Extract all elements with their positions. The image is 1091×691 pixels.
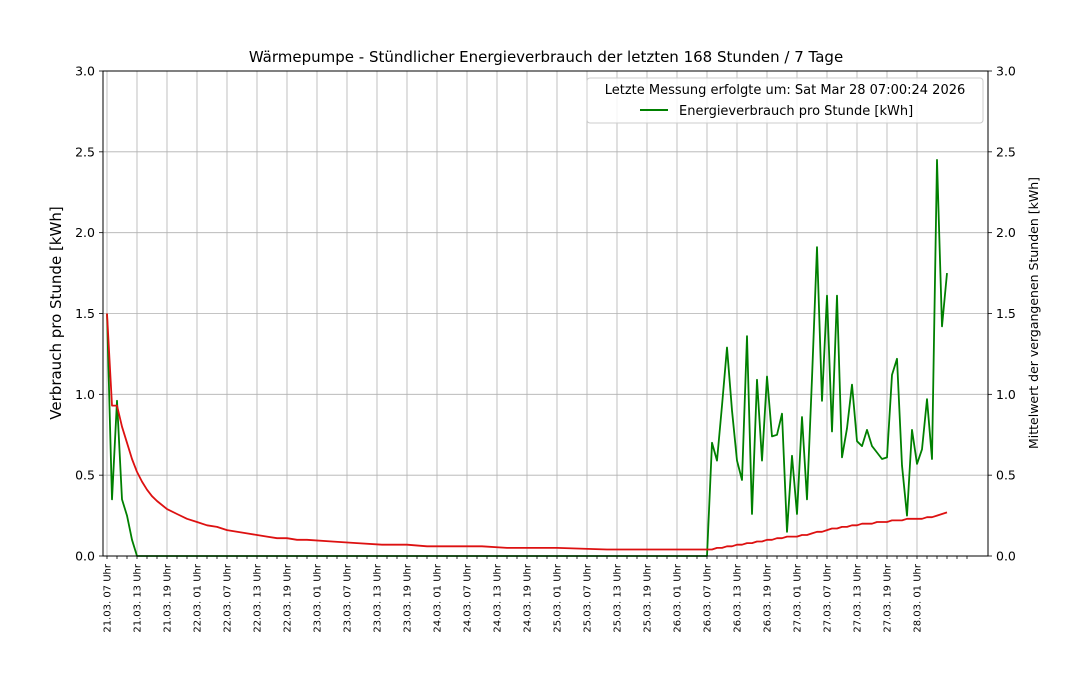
x-tick-label: 23.03. 07 Uhr [343,563,354,633]
x-tick-label: 24.03. 19 Uhr [523,563,534,633]
y-tick-label: 1.5 [75,306,95,321]
x-tick-label: 26.03. 07 Uhr [703,563,714,633]
legend-label-consumption: Energieverbrauch pro Stunde [kWh] [679,104,913,119]
x-tick-label: 24.03. 01 Uhr [433,563,444,633]
x-tick-label: 27.03. 01 Uhr [793,563,804,633]
x-tick-label: 28.03. 01 Uhr [913,563,924,633]
x-tick-label: 22.03. 13 Uhr [253,563,264,633]
x-tick-label: 22.03. 07 Uhr [223,563,234,633]
x-tick-label: 24.03. 07 Uhr [463,563,474,633]
x-tick-label: 21.03. 07 Uhr [103,563,114,633]
x-tick-label: 27.03. 13 Uhr [853,563,864,633]
series-line-mean [106,313,948,551]
x-tick-label: 23.03. 01 Uhr [313,563,324,633]
series-layer [106,159,948,557]
y-tick-label: 0.0 [75,549,95,564]
y-tick-label-right: 3.0 [996,64,1016,79]
y-tick-label: 1.0 [75,387,95,402]
x-tick-label: 21.03. 13 Uhr [133,563,144,633]
x-tick-label: 23.03. 19 Uhr [403,563,414,633]
x-tick-label: 22.03. 01 Uhr [193,563,204,633]
y-tick-label-right: 1.5 [996,306,1016,321]
x-tick-label: 26.03. 01 Uhr [673,563,684,633]
legend-note: Letzte Messung erfolgte um: Sat Mar 28 0… [605,83,966,98]
x-tick-label: 25.03. 07 Uhr [583,563,594,633]
x-tick-label: 26.03. 19 Uhr [763,563,774,633]
y-tick-label-right: 1.0 [996,387,1016,402]
legend-box [586,77,984,124]
x-tick-label: 27.03. 07 Uhr [823,563,834,633]
y-tick-label: 2.0 [75,225,95,240]
y-tick-label: 3.0 [75,64,95,79]
y-tick-label-right: 2.0 [996,225,1016,240]
chart-title: Wärmepumpe - Stündlicher Energieverbrauc… [249,48,843,66]
y-tick-label: 2.5 [75,144,95,159]
y-tick-label: 0.5 [75,468,95,483]
x-tick-label: 24.03. 13 Uhr [493,563,504,633]
x-tick-label: 27.03. 19 Uhr [883,563,894,633]
x-tick-label: 25.03. 01 Uhr [553,563,564,633]
y-tick-label-right: 0.0 [996,549,1016,564]
y-axis-label-right: Mittelwert der vergangenen Stunden [kWh] [1026,177,1041,449]
y-tick-label-right: 2.5 [996,144,1016,159]
y-tick-label-right: 0.5 [996,468,1016,483]
axes: 21.03. 07 Uhr 21.03. 13 Uhr 21.03. 19 Uhr 2… [75,64,1016,633]
x-tick-label: 26.03. 13 Uhr [733,563,744,633]
x-tick-label: 25.03. 13 Uhr [613,563,624,633]
x-tick-label: 21.03. 19 Uhr [163,563,174,633]
y-axis-label: Verbrauch pro Stunde [kWh] [47,206,65,419]
x-tick-label: 23.03. 13 Uhr [373,563,384,633]
x-tick-label: 25.03. 19 Uhr [643,563,654,633]
series-line-consumption [106,159,948,557]
legend: Letzte Messung erfolgte um: Sat Mar 28 0… [586,77,984,124]
x-tick-label: 22.03. 19 Uhr [283,563,294,633]
